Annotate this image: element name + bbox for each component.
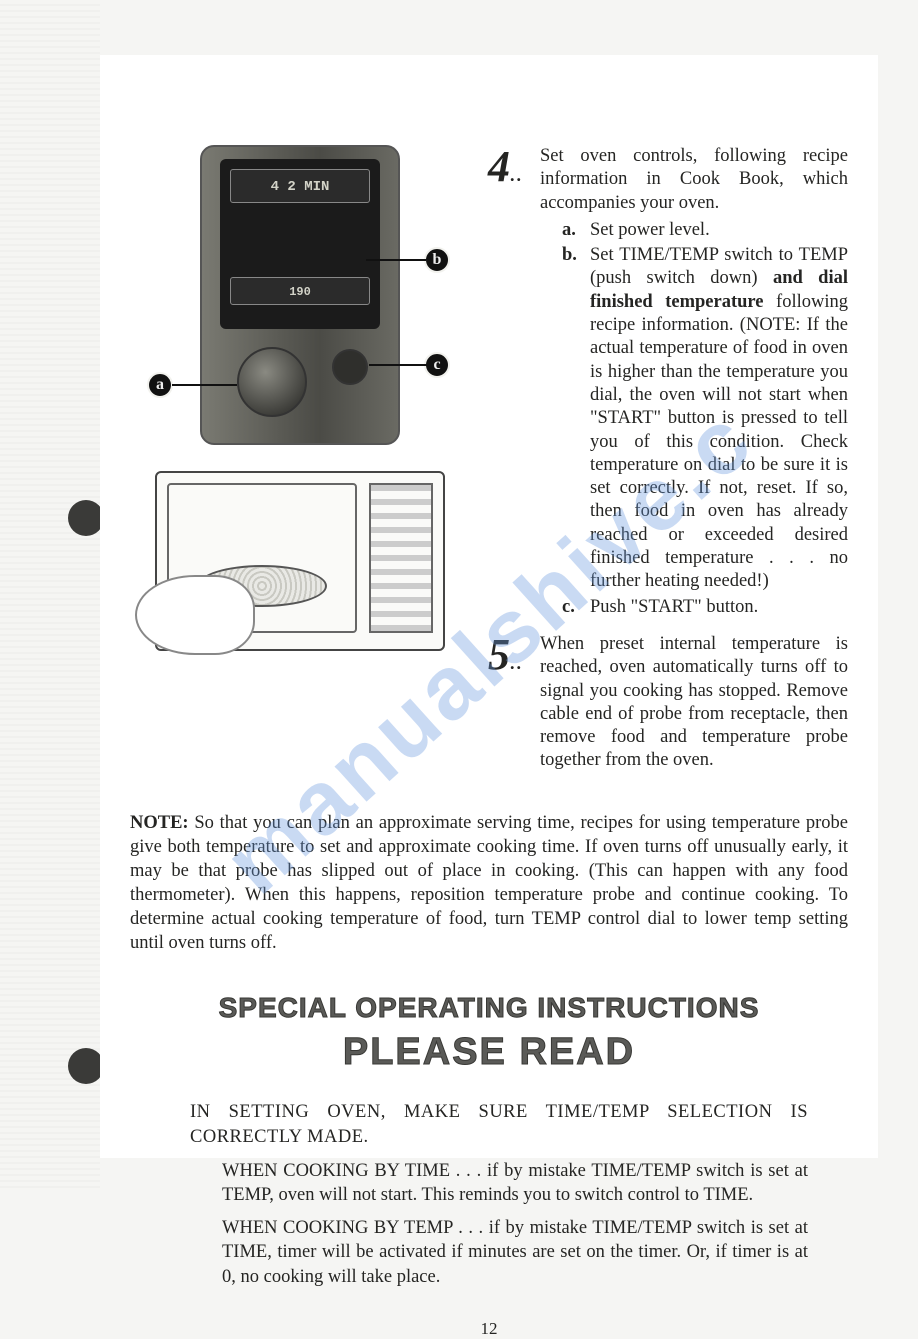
note-label: NOTE:	[130, 813, 189, 833]
callout-b: b	[424, 247, 450, 273]
callout-leader-b	[366, 259, 426, 261]
step-5-dots: ..	[510, 653, 523, 673]
hand-illustration	[135, 575, 255, 655]
step-4a-marker: a.	[562, 219, 582, 242]
page-number: 12	[130, 1319, 848, 1339]
control-panel-illustration: 4 2 MIN 190 a b c	[200, 145, 400, 445]
step-4c-text: Push "START" button.	[590, 596, 848, 619]
step-4c-marker: c.	[562, 596, 582, 619]
callout-leader-c	[369, 364, 427, 366]
step-4-sublist: a. Set power level. b. Set TIME/TEMP swi…	[562, 219, 848, 619]
panel-readout-top: 4 2 MIN	[230, 169, 370, 203]
callout-a: a	[147, 372, 173, 398]
step-5-text: When preset internal temperature is reac…	[540, 633, 848, 773]
step-4-intro: Set oven controls, following recipe info…	[540, 146, 848, 213]
microwave-control-panel	[369, 483, 433, 633]
callout-c: c	[424, 352, 450, 378]
step-5-number: 5..	[488, 633, 528, 773]
special-heading-line2: PLEASE READ	[130, 1027, 848, 1078]
special-heading-line1: SPECIAL OPERATING INSTRUCTIONS	[219, 992, 760, 1023]
panel-start-button	[332, 349, 368, 385]
special-body: IN SETTING OVEN, MAKE SURE TIME/TEMP SEL…	[190, 1100, 808, 1289]
panel-readout-bottom: 190	[230, 277, 370, 305]
illustration-column: 4 2 MIN 190 a b c	[130, 145, 470, 785]
step-5-digit: 5	[488, 630, 510, 679]
step-4-number: 4..	[488, 145, 528, 621]
step-4b-text: Set TIME/TEMP switch to TEMP (push switc…	[590, 244, 848, 593]
special-lead: IN SETTING OVEN, MAKE SURE TIME/TEMP SEL…	[190, 1100, 808, 1149]
punch-hole-bottom	[68, 1048, 104, 1084]
punch-hole-top	[68, 500, 104, 536]
step-5: 5.. When preset internal temperature is …	[488, 633, 848, 773]
manual-page: manualshive.c 4 2 MIN 190 a b c	[100, 55, 878, 1158]
special-heading: SPECIAL OPERATING INSTRUCTIONS PLEASE RE…	[130, 989, 848, 1078]
step-4a-text: Set power level.	[590, 219, 848, 242]
step-4b-post: following recipe information. (NOTE: If …	[590, 292, 848, 592]
step-4b-marker: b.	[562, 244, 582, 593]
microwave-illustration	[155, 471, 445, 651]
note-block: NOTE: So that you can plan an approximat…	[130, 811, 848, 955]
instruction-text-column: 4.. Set oven controls, following recipe …	[488, 145, 848, 785]
step-4: 4.. Set oven controls, following recipe …	[488, 145, 848, 621]
special-p2: WHEN COOKING BY TEMP . . . if by mistake…	[222, 1216, 808, 1289]
step-4-dots: ..	[510, 165, 523, 185]
special-p1: WHEN COOKING BY TIME . . . if by mistake…	[222, 1159, 808, 1208]
note-text: So that you can plan an approximate serv…	[130, 813, 848, 953]
step-4-digit: 4	[488, 142, 510, 191]
scan-edge-artifact	[0, 0, 100, 1188]
panel-dial	[237, 347, 307, 417]
callout-leader-a	[172, 384, 237, 386]
